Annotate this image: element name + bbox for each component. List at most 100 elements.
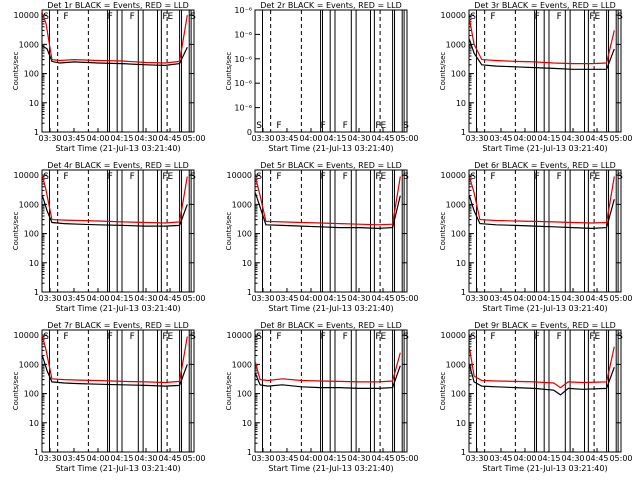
flag-label: F bbox=[63, 12, 68, 22]
flag-label: S bbox=[470, 172, 476, 182]
flag-label: F bbox=[321, 121, 326, 131]
x-tick-label: 04:30 bbox=[561, 294, 584, 303]
flag-label: F bbox=[535, 332, 540, 342]
y-tick-label: 10000 bbox=[227, 171, 252, 180]
panel-title: Det 4r BLACK = Events, RED = LLD bbox=[47, 161, 189, 170]
y-tick-label: 1000 bbox=[446, 200, 466, 209]
y-tick-label: 100 bbox=[451, 230, 466, 239]
flag-label: F bbox=[130, 12, 135, 22]
flag-label: FE bbox=[162, 332, 173, 342]
x-tick-label: 04:30 bbox=[347, 134, 370, 143]
flag-label: S bbox=[617, 172, 623, 182]
flag-label: S bbox=[190, 332, 196, 342]
y-tick-label: 1000 bbox=[232, 360, 252, 369]
flag-label: FE bbox=[162, 172, 173, 182]
x-tick-label: 05:00 bbox=[182, 134, 205, 143]
x-tick-label: 04:15 bbox=[110, 134, 133, 143]
flag-label: F bbox=[557, 332, 562, 342]
x-tick-label: 03:45 bbox=[275, 134, 298, 143]
flag-label: S bbox=[43, 172, 49, 182]
y-tick-label: 1 bbox=[461, 128, 466, 137]
x-tick-label: 04:45 bbox=[585, 134, 608, 143]
red-series-line bbox=[254, 176, 401, 226]
red-series-line bbox=[41, 12, 188, 64]
flag-label: F bbox=[276, 172, 281, 182]
y-tick-label: 10 bbox=[29, 99, 39, 108]
y-tick-label: 10 bbox=[456, 259, 466, 268]
y-tick-label: 1 bbox=[34, 448, 39, 457]
y-axis-label: Counts/sec bbox=[225, 212, 233, 251]
plot-frame bbox=[254, 169, 408, 293]
x-tick-label: 03:45 bbox=[62, 294, 85, 303]
flag-label: F bbox=[321, 332, 326, 342]
flag-label: F bbox=[108, 172, 113, 182]
x-tick-label: 05:00 bbox=[609, 134, 632, 143]
y-tick-label: 10000 bbox=[441, 171, 466, 180]
y-tick-label: 100 bbox=[237, 230, 252, 239]
flag-label: S bbox=[43, 12, 49, 22]
x-tick-label: 04:15 bbox=[537, 294, 560, 303]
x-tick-label: 04:30 bbox=[134, 134, 157, 143]
plot-frame bbox=[41, 329, 195, 453]
flag-label: S bbox=[256, 332, 262, 342]
y-tick-label: 0 bbox=[247, 128, 252, 137]
flag-label: S bbox=[470, 12, 476, 22]
flag-label: F bbox=[343, 121, 348, 131]
flag-label: F bbox=[535, 172, 540, 182]
flag-label: F bbox=[276, 332, 281, 342]
y-tick-label: 10 bbox=[456, 99, 466, 108]
panel-title: Det 9r BLACK = Events, RED = LLD bbox=[474, 321, 616, 330]
y-tick-label: 10000 bbox=[227, 331, 252, 340]
y-tick-label: 10000 bbox=[14, 11, 39, 20]
y-tick-label: 1000 bbox=[446, 40, 466, 49]
x-tick-label: 03:30 bbox=[251, 454, 274, 463]
y-axis-label: Counts/sec bbox=[439, 372, 447, 411]
x-tick-label: 05:00 bbox=[609, 294, 632, 303]
flag-label: FE bbox=[589, 332, 600, 342]
red-series-line bbox=[468, 346, 615, 389]
flag-label: S bbox=[617, 12, 623, 22]
y-tick-label: 10⁻⁶ bbox=[234, 79, 252, 88]
y-tick-label: 1000 bbox=[19, 200, 39, 209]
flag-label: F bbox=[535, 12, 540, 22]
y-tick-label: 1 bbox=[34, 128, 39, 137]
x-tick-label: 03:30 bbox=[465, 454, 488, 463]
panel-title: Det 7r BLACK = Events, RED = LLD bbox=[47, 321, 189, 330]
flag-label: S bbox=[403, 332, 409, 342]
x-tick-label: 04:00 bbox=[513, 134, 536, 143]
y-tick-label: 100 bbox=[237, 390, 252, 399]
flag-label: F bbox=[276, 121, 281, 131]
y-tick-label: 10000 bbox=[14, 331, 39, 340]
y-axis-label: Counts/sec bbox=[225, 52, 233, 91]
y-tick-label: 1000 bbox=[446, 360, 466, 369]
plot-frame bbox=[254, 329, 408, 453]
flag-label: S bbox=[256, 121, 262, 131]
y-axis-label: Counts/sec bbox=[12, 372, 20, 411]
x-tick-label: 05:00 bbox=[182, 454, 205, 463]
flag-label: FE bbox=[162, 12, 173, 22]
flag-label: FE bbox=[589, 12, 600, 22]
y-tick-label: 1 bbox=[247, 448, 252, 457]
y-tick-label: 1 bbox=[461, 448, 466, 457]
flag-label: F bbox=[130, 332, 135, 342]
x-tick-label: 04:30 bbox=[347, 454, 370, 463]
y-tick-label: 10⁻⁶ bbox=[234, 55, 252, 64]
y-tick-label: 10⁻⁶ bbox=[234, 30, 252, 39]
flag-label: F bbox=[343, 172, 348, 182]
black-series-line bbox=[468, 39, 615, 70]
flag-label: F bbox=[108, 12, 113, 22]
x-tick-label: 04:45 bbox=[371, 134, 394, 143]
x-tick-label: 04:45 bbox=[158, 294, 181, 303]
x-tick-label: 04:45 bbox=[585, 294, 608, 303]
x-axis-label: Start Time (21-Jul-13 03:21:40) bbox=[482, 304, 607, 313]
x-tick-label: 05:00 bbox=[609, 454, 632, 463]
x-tick-label: 04:00 bbox=[86, 294, 109, 303]
black-series-line bbox=[468, 364, 615, 396]
